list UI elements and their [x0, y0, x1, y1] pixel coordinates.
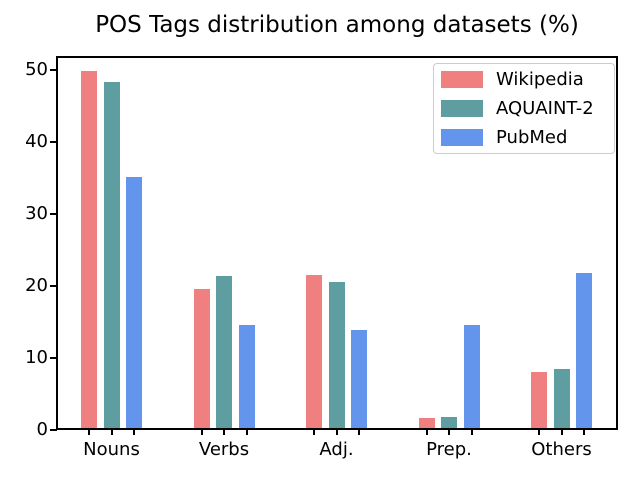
legend-label-pubmed: PubMed: [496, 126, 568, 148]
x-axis-tick: [560, 430, 563, 435]
x-axis-tick: [583, 430, 585, 435]
legend: Wikipedia AQUAINT-2 PubMed: [433, 63, 615, 154]
y-tick-label: 50: [25, 58, 48, 80]
bar-aquaint-2-prep: [441, 417, 457, 430]
bar-pubmed-others: [576, 273, 592, 430]
legend-label-wikipedia: Wikipedia: [496, 68, 584, 90]
plot-area: [57, 57, 617, 430]
bar-aquaint-2-nouns: [103, 82, 120, 430]
bar-wikipedia-others: [531, 372, 547, 430]
x-axis-tick: [245, 430, 248, 435]
x-tick-label-verbs: Verbs: [198, 439, 250, 460]
y-tick-label: 10: [25, 346, 48, 368]
bar-aquaint-2-verbs: [216, 275, 232, 430]
legend-item-aquaint-2: AQUAINT-2: [441, 94, 607, 123]
x-axis-tick: [133, 430, 135, 435]
x-axis-tick: [223, 430, 225, 435]
y-tick-label: 0: [36, 419, 48, 440]
x-axis-tick: [313, 430, 315, 435]
x-axis-tick: [200, 430, 203, 435]
x-axis-tick: [358, 430, 360, 435]
chart-title: POS Tags distribution among datasets (%): [95, 12, 579, 38]
x-axis-tick: [470, 430, 473, 435]
y-axis-tick: [50, 284, 57, 287]
y-axis-tick: [50, 212, 57, 215]
bar-aquaint-2-adj: [328, 281, 345, 430]
bar-wikipedia-nouns: [81, 71, 97, 430]
legend-swatch-pubmed: [441, 129, 483, 146]
legend-item-wikipedia: Wikipedia: [441, 65, 607, 94]
bar-wikipedia-verbs: [193, 288, 210, 430]
y-axis-tick: [50, 68, 57, 71]
y-tick-label: 20: [25, 274, 48, 296]
bar-wikipedia-prep: [418, 417, 435, 430]
x-tick-label-nouns: Nouns: [83, 439, 140, 460]
bar-aquaint-2-others: [553, 368, 570, 430]
x-axis-tick: [88, 430, 90, 435]
y-axis-tick: [50, 140, 57, 143]
y-tick-label: 40: [25, 130, 48, 152]
legend-label-aquaint-2: AQUAINT-2: [496, 97, 594, 119]
legend-item-pubmed: PubMed: [441, 123, 607, 152]
bar-pubmed-adj: [351, 329, 367, 430]
x-axis-tick: [335, 430, 338, 435]
legend-swatch-aquaint-2: [441, 100, 483, 117]
bar-pubmed-verbs: [238, 324, 255, 430]
y-axis-tick: [50, 356, 57, 359]
y-tick-label: 30: [25, 202, 48, 224]
x-tick-label-adj: Adj.: [319, 439, 354, 460]
legend-swatch-wikipedia: [441, 71, 483, 88]
x-axis-tick: [110, 430, 113, 435]
bar-pubmed-nouns: [126, 176, 142, 430]
y-axis-tick: [50, 429, 57, 431]
x-axis-tick: [538, 430, 540, 435]
x-tick-label-prep: Prep.: [426, 439, 472, 460]
bar-wikipedia-adj: [306, 275, 322, 430]
x-axis-tick: [448, 430, 450, 435]
bar-pubmed-prep: [463, 324, 480, 430]
x-axis-tick: [425, 430, 428, 435]
x-tick-label-others: Others: [531, 439, 592, 460]
